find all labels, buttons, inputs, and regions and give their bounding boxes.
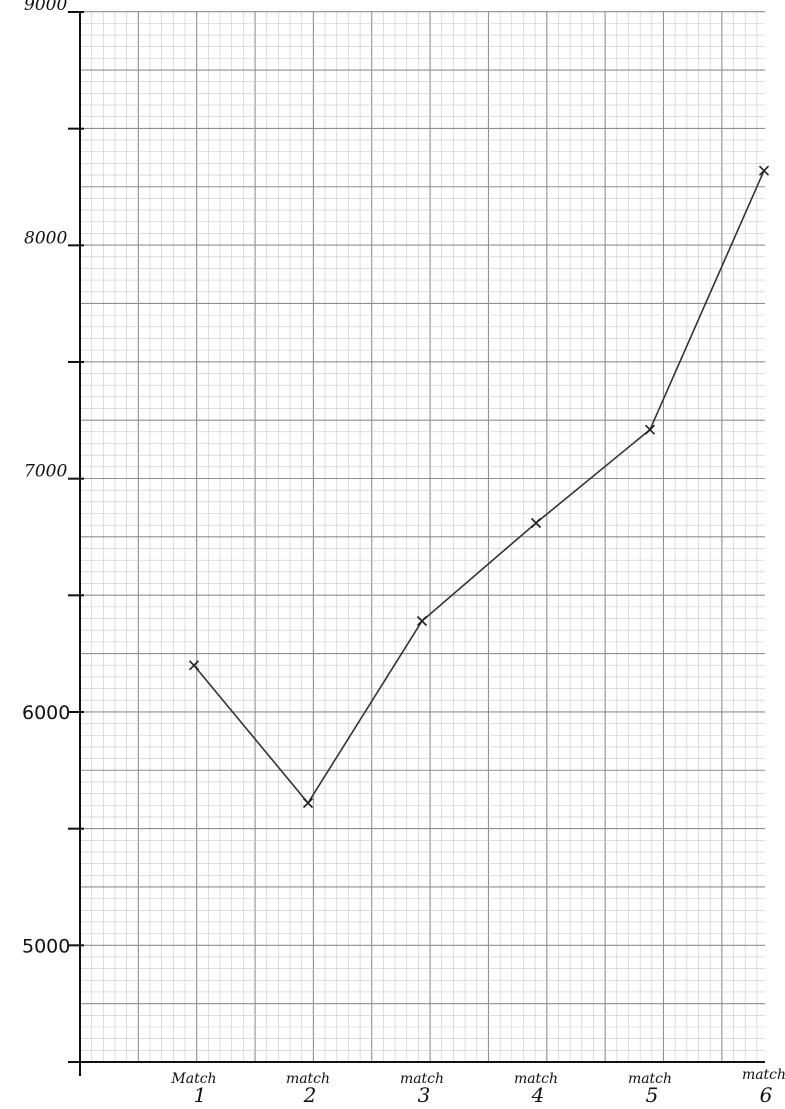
y-tick-label: 5000 bbox=[22, 935, 70, 957]
x-tick-label-number: 1 bbox=[194, 1083, 207, 1107]
x-tick-label-word: match bbox=[400, 1071, 444, 1087]
x-tick-label-number: 5 bbox=[646, 1083, 659, 1107]
graph-paper-grid bbox=[79, 11, 765, 1063]
data-point-marker bbox=[302, 797, 314, 809]
y-tick-label: 7000 bbox=[24, 462, 67, 482]
x-tick-label-word: Match bbox=[170, 1071, 216, 1087]
x-tick-label-word: match bbox=[514, 1071, 558, 1087]
data-markers bbox=[188, 165, 770, 809]
data-point-marker bbox=[644, 424, 656, 435]
x-tick-label-word: match bbox=[628, 1071, 672, 1087]
data-point-marker bbox=[530, 517, 542, 529]
y-axis-ticks: 5000 6000 7000 8000 9000 bbox=[22, 0, 84, 957]
data-point-marker bbox=[416, 615, 428, 627]
x-tick-label-number: 6 bbox=[760, 1083, 773, 1107]
x-tick-label-number: 3 bbox=[418, 1083, 431, 1107]
data-point-marker bbox=[188, 660, 200, 671]
data-point-marker bbox=[758, 165, 770, 176]
y-tick-label: 6000 bbox=[22, 702, 70, 724]
y-tick-label: 8000 bbox=[24, 228, 67, 248]
x-tick-label-word: match bbox=[286, 1071, 330, 1087]
x-tick-label-number: 2 bbox=[303, 1083, 317, 1107]
x-tick-label-number: 4 bbox=[531, 1083, 545, 1107]
axes bbox=[68, 12, 765, 1076]
series-line bbox=[193, 170, 765, 805]
y-tick-label: 9000 bbox=[24, 0, 67, 15]
x-tick-label-word: match bbox=[742, 1067, 785, 1083]
